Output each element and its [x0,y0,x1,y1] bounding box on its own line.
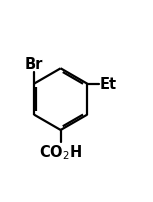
Text: CO$_2$H: CO$_2$H [39,143,82,161]
Text: Br: Br [25,57,43,72]
Text: Et: Et [100,77,117,92]
